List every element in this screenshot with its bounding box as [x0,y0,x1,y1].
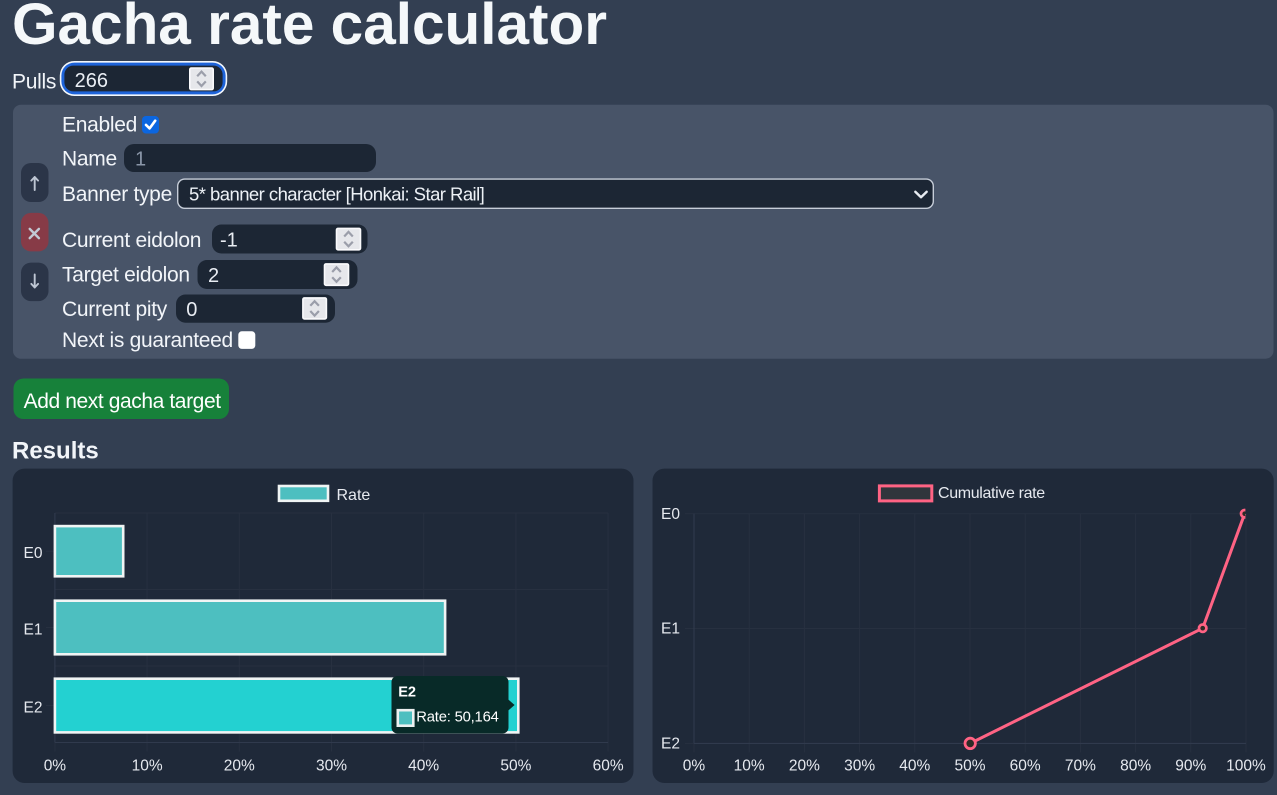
svg-text:20%: 20% [224,758,255,775]
svg-text:90%: 90% [1175,757,1206,774]
svg-text:Pulls: Pulls [12,70,56,93]
svg-text:10%: 10% [734,757,765,774]
svg-text:100%: 100% [1226,757,1266,774]
svg-text:E2: E2 [24,700,43,717]
svg-text:0: 0 [186,299,197,321]
svg-text:5* banner character [Honkai: S: 5* banner character [Honkai: Star Rail] [189,183,484,204]
svg-text:E2: E2 [661,736,680,753]
svg-text:Banner type: Banner type [62,183,172,206]
svg-text:Current pity: Current pity [62,298,168,321]
svg-text:Rate: 50,164: Rate: 50,164 [416,710,498,726]
svg-text:80%: 80% [1120,757,1151,774]
svg-text:Cumulative rate: Cumulative rate [938,485,1045,502]
svg-text:Results: Results [12,437,99,464]
svg-text:Enabled: Enabled [62,114,137,137]
svg-text:20%: 20% [789,757,820,774]
svg-text:E0: E0 [24,545,43,562]
svg-text:Target eidolon: Target eidolon [62,264,190,287]
svg-text:10%: 10% [132,758,163,775]
svg-text:60%: 60% [593,758,624,775]
svg-text:60%: 60% [1010,757,1041,774]
svg-text:40%: 40% [408,758,439,775]
svg-text:0%: 0% [683,757,706,774]
svg-text:E1: E1 [24,622,43,639]
svg-text:Next is guaranteed: Next is guaranteed [62,329,233,352]
svg-text:40%: 40% [899,757,930,774]
svg-text:50%: 50% [954,757,985,774]
svg-text:30%: 30% [316,758,347,775]
svg-text:Rate: Rate [337,487,371,504]
svg-text:0%: 0% [44,758,67,775]
svg-text:2: 2 [208,265,219,287]
svg-text:Name: Name [62,148,117,171]
svg-text:50%: 50% [500,758,531,775]
svg-text:-1: -1 [220,229,238,251]
svg-text:E2: E2 [398,684,416,700]
svg-text:Current eidolon: Current eidolon [62,229,201,252]
svg-text:70%: 70% [1065,757,1096,774]
svg-text:E0: E0 [661,506,680,523]
svg-text:Gacha rate calculator: Gacha rate calculator [12,0,607,57]
svg-text:30%: 30% [844,757,875,774]
svg-text:1: 1 [135,149,146,171]
svg-text:E1: E1 [661,621,680,638]
svg-text:Add next gacha target: Add next gacha target [24,390,222,413]
svg-text:266: 266 [75,70,108,92]
